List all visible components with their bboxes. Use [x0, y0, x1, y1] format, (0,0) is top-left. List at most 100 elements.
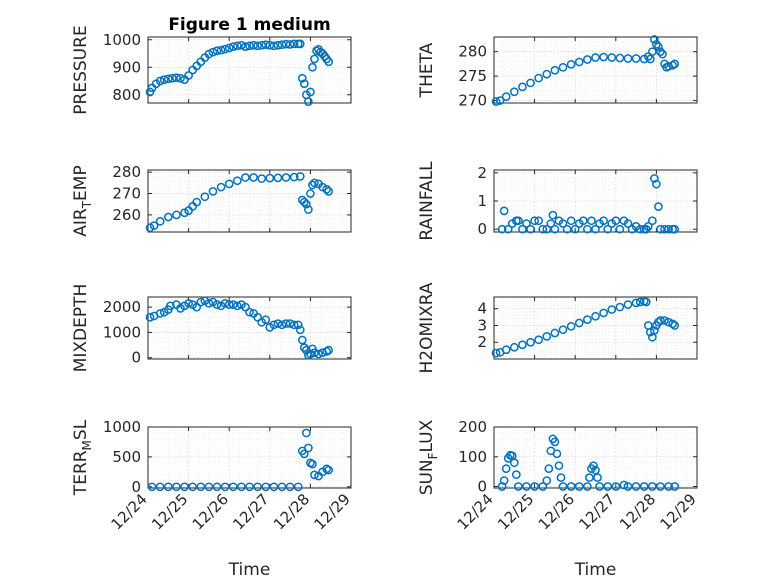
data-point [578, 216, 588, 226]
data-point [670, 321, 680, 330]
y-tick-label: 0 [131, 349, 141, 367]
data-point [603, 224, 613, 234]
data-point [304, 97, 313, 106]
data-point [245, 307, 254, 317]
data-point [310, 178, 319, 188]
data-point [249, 173, 258, 182]
y-tick-label: 280 [112, 163, 141, 181]
data-point [299, 79, 309, 89]
data-point [656, 47, 665, 57]
data-point [542, 332, 552, 341]
data-point [163, 482, 173, 492]
data-point [208, 187, 218, 196]
data-point [530, 216, 539, 226]
data-point [155, 309, 165, 318]
axes-frame [493, 36, 698, 104]
data-point [265, 173, 275, 183]
data-point [322, 184, 331, 194]
data-point [534, 335, 544, 345]
data-point [314, 349, 323, 359]
data-point [593, 473, 602, 482]
data-point [670, 482, 680, 491]
data-point [599, 216, 608, 226]
data-point [269, 320, 279, 330]
y-tick-label: 0 [477, 220, 487, 238]
data-point [269, 41, 279, 51]
data-point [595, 482, 604, 491]
data-point [656, 482, 665, 491]
data-point [548, 210, 558, 220]
data-point [615, 302, 625, 312]
data-point [491, 348, 501, 358]
data-point [304, 205, 313, 214]
data-point [306, 189, 315, 198]
data-point [670, 224, 680, 234]
data-point [652, 39, 661, 49]
data-point [514, 216, 523, 226]
data-point [324, 465, 334, 475]
y-tick-label: 200 [458, 418, 487, 436]
data-point [310, 470, 319, 480]
data-point [228, 300, 238, 309]
data-point [650, 35, 659, 44]
data-point [232, 301, 242, 311]
subplot-rainfall: 0 1 2 RAINFALL [417, 161, 698, 241]
data-point [261, 40, 271, 50]
data-point [544, 464, 554, 474]
data-point [228, 482, 238, 492]
data-point [147, 482, 157, 492]
data-point [245, 41, 254, 51]
data-point [631, 482, 641, 491]
data-point [299, 197, 309, 207]
data-point [591, 224, 600, 234]
data-point [509, 342, 519, 352]
data-point [273, 319, 283, 328]
data-point [261, 315, 271, 325]
x-axis-label: Time [574, 560, 617, 580]
data-point [224, 43, 234, 53]
y-tick-label: 2 [477, 333, 487, 351]
data-point [293, 482, 303, 492]
data-point [301, 428, 311, 438]
data-point [522, 482, 531, 491]
y-tick-label: 1000 [103, 323, 141, 341]
data-point [566, 482, 576, 491]
y-tick-label: 100 [458, 448, 487, 466]
data-point [149, 221, 159, 230]
data-point [306, 349, 315, 359]
y-axis-label: PRESSURE [71, 25, 91, 114]
y-axis-label: MIXDEPTH [71, 284, 91, 373]
data-point [509, 458, 519, 468]
data-point [224, 179, 234, 189]
data-point [538, 224, 548, 234]
data-point [299, 343, 309, 352]
data-point [281, 39, 291, 49]
data-point [511, 470, 521, 479]
data-point [265, 40, 275, 50]
data-point [542, 69, 552, 79]
data-point [273, 40, 283, 50]
data-point [647, 216, 657, 226]
data-point [216, 182, 226, 192]
data-point [172, 210, 181, 220]
data-point [641, 297, 651, 307]
x-axis-label: Time [228, 560, 271, 580]
data-point [623, 54, 633, 63]
data-point [574, 318, 584, 328]
data-point [297, 73, 307, 83]
data-point [650, 174, 659, 183]
data-point [566, 321, 576, 331]
data-point [554, 461, 564, 471]
data-point [650, 326, 659, 335]
y-axis-label: THETA [417, 42, 437, 98]
data-point [228, 42, 238, 51]
data-point [501, 345, 511, 355]
data-point [566, 60, 576, 69]
data-point [491, 97, 501, 106]
data-point [269, 482, 279, 492]
data-point [658, 49, 667, 59]
data-point [503, 224, 513, 234]
data-point [196, 297, 206, 307]
data-point [664, 224, 673, 234]
data-point [196, 482, 206, 492]
